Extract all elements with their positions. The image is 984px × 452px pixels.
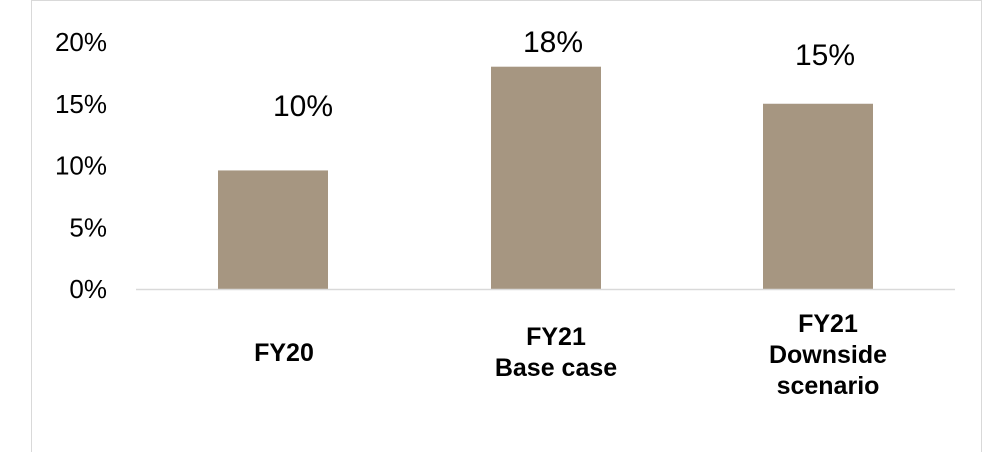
category-labels: FY20 FY21 Base case FY21 Downside scenario — [254, 310, 887, 400]
y-tick-label: 5% — [69, 212, 107, 242]
data-label: 18% — [523, 26, 583, 59]
data-labels: 10% 18% 15% — [273, 26, 855, 123]
y-tick-label: 20% — [55, 27, 107, 57]
y-tick-label: 0% — [69, 274, 107, 304]
x-tick-label: FY20 — [254, 339, 314, 367]
data-label: 10% — [273, 90, 333, 123]
bar — [491, 66, 601, 289]
x-tick-label: FY21 Base case — [495, 323, 617, 382]
y-tick-label: 10% — [55, 151, 107, 181]
y-axis: 0% 5% 10% 15% 20% — [55, 27, 107, 304]
bars — [218, 66, 873, 289]
bar — [763, 103, 873, 289]
y-tick-label: 15% — [55, 89, 107, 119]
bar — [218, 170, 328, 289]
x-tick-label: FY21 Downside scenario — [769, 310, 887, 400]
chart-frame — [31, 0, 982, 452]
data-label: 15% — [795, 39, 855, 72]
